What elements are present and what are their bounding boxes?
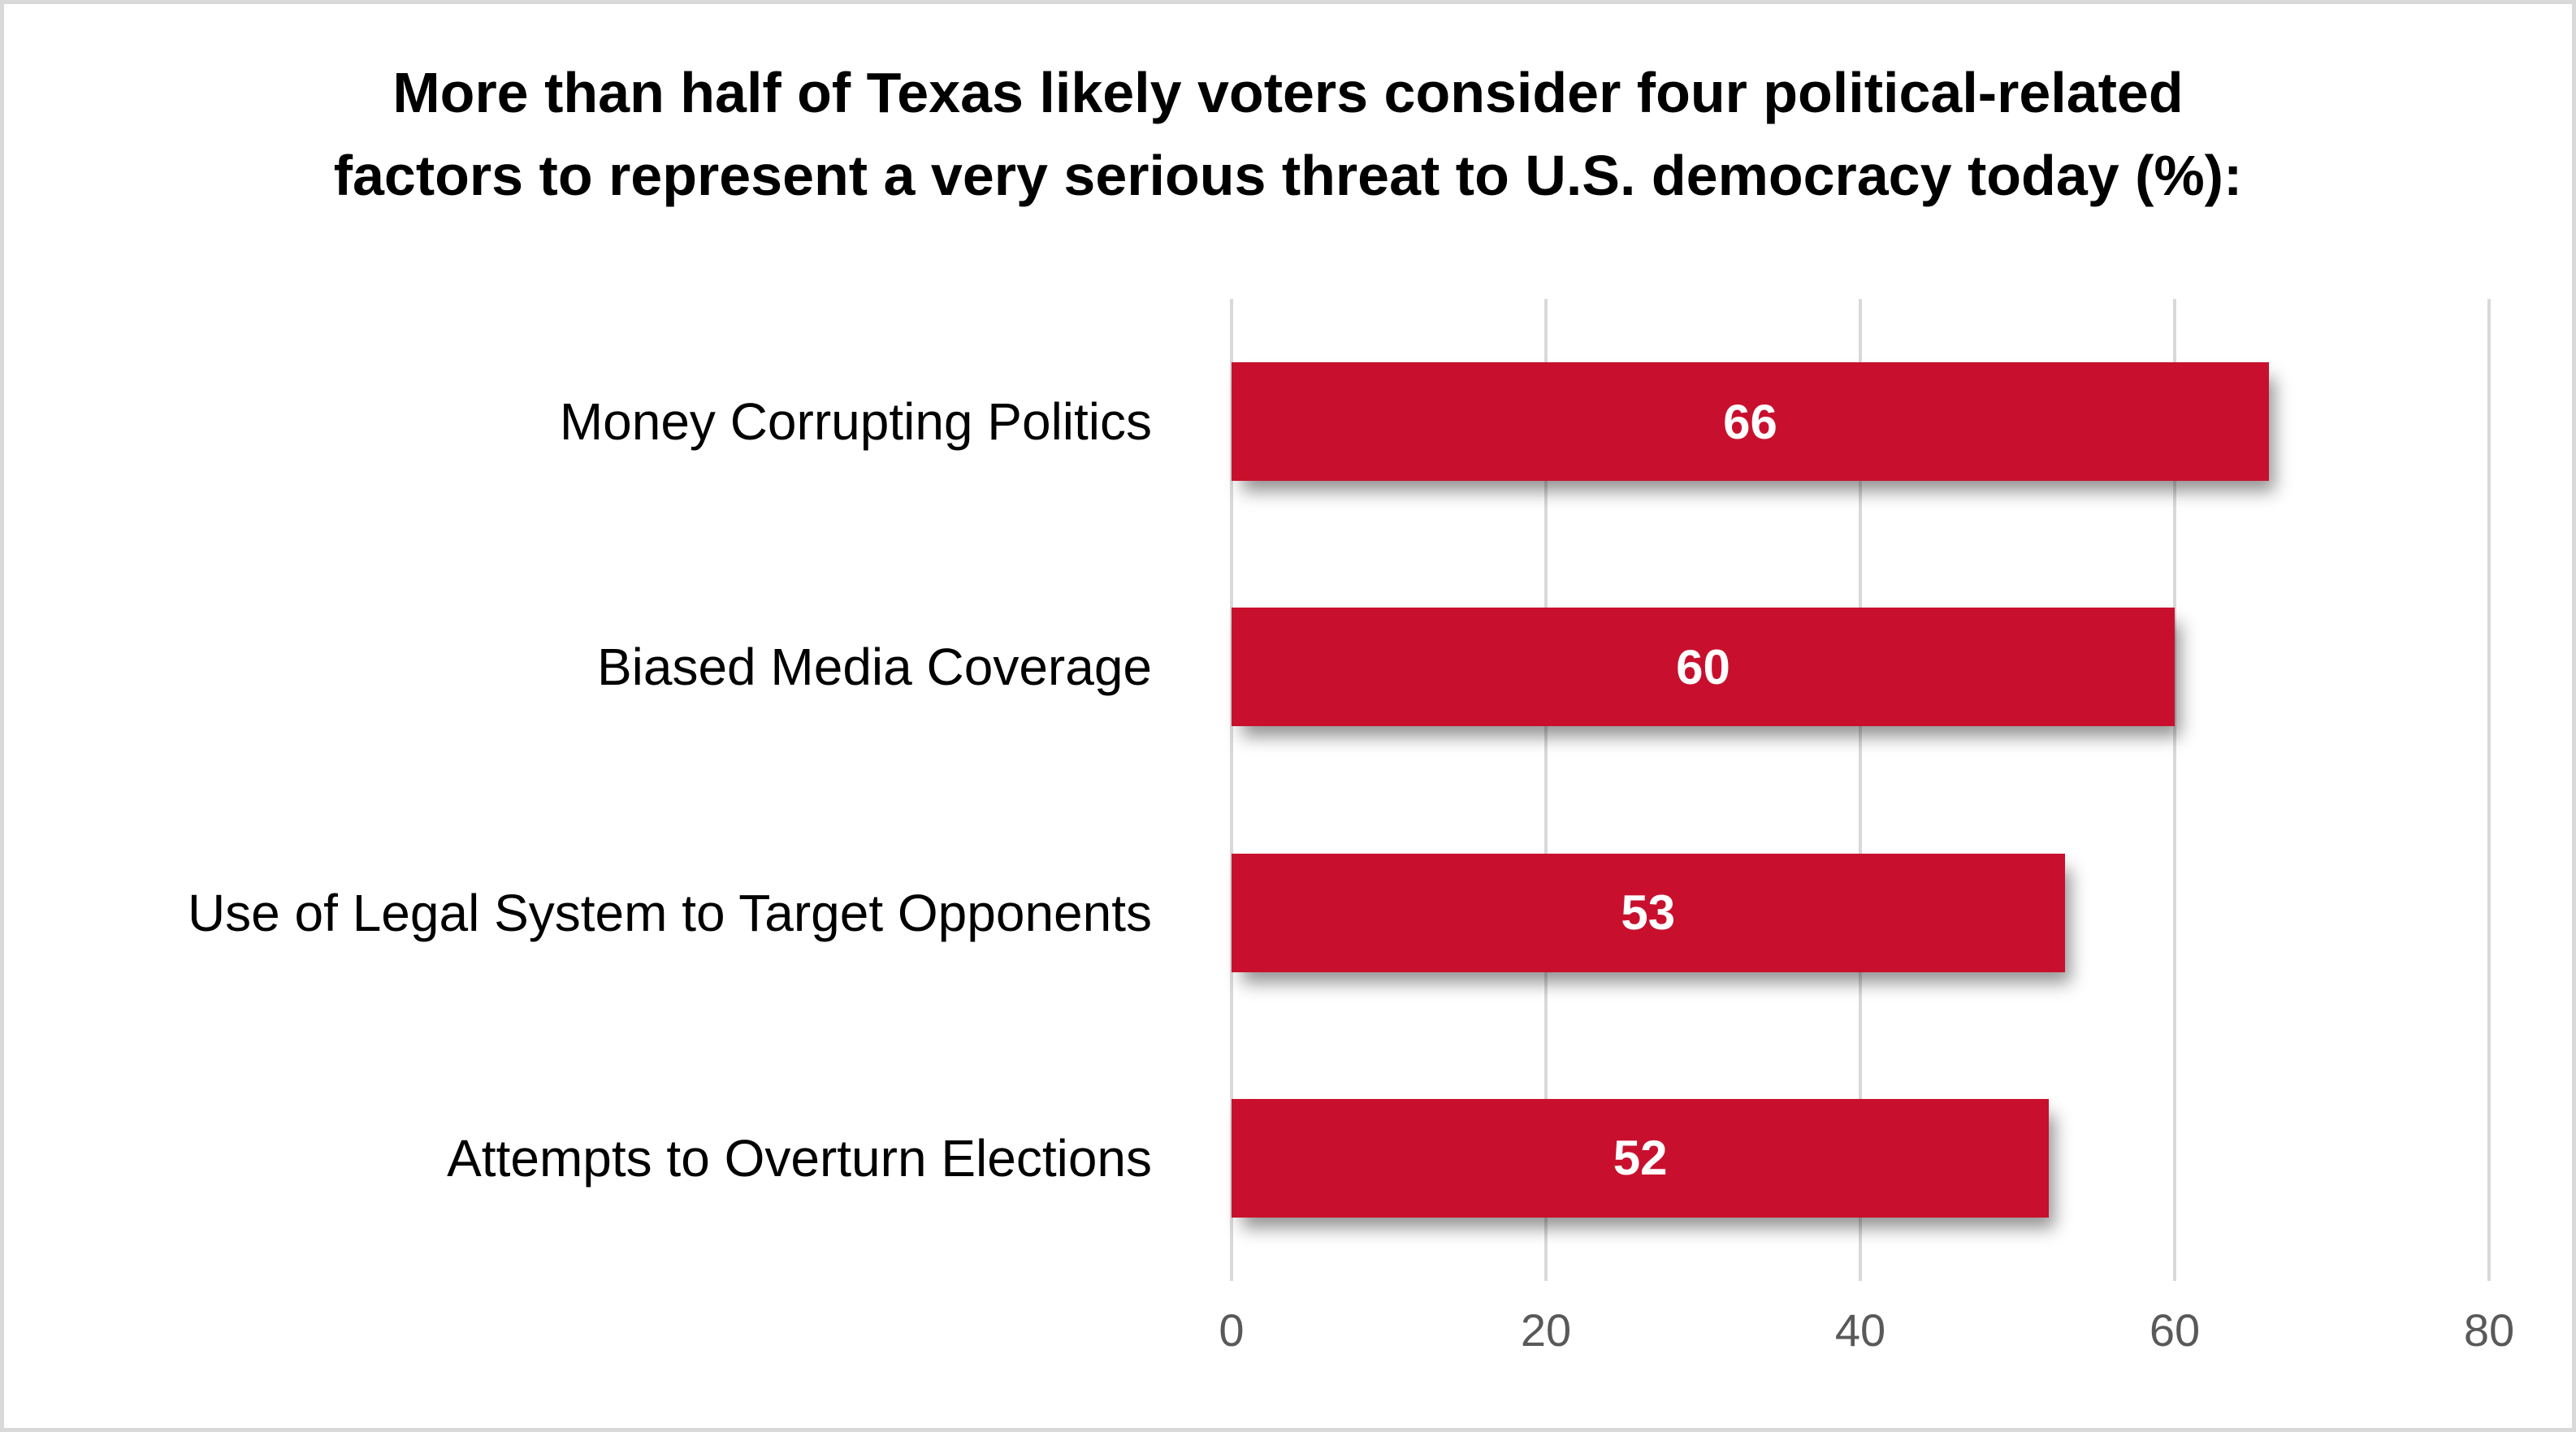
- category-axis: Money Corrupting Politics Biased Media Co…: [8, 299, 1193, 1281]
- chart-title-line1: More than half of Texas likely voters co…: [392, 61, 2184, 124]
- bar-value-label: 66: [1723, 394, 1777, 449]
- gridline-40: [1859, 299, 1862, 1281]
- bar-row: 60: [1232, 544, 2489, 790]
- x-tick-label-60: 60: [2149, 1304, 2201, 1356]
- x-tick-label-40: 40: [1834, 1304, 1886, 1356]
- chart-title: More than half of Texas likely voters co…: [4, 51, 2572, 217]
- x-tick-label-0: 0: [1219, 1304, 1245, 1356]
- plot-area: 66 60 53 52: [1230, 299, 2491, 1281]
- x-axis: 0 20 40 60 80: [1219, 1304, 2514, 1377]
- bar: 66: [1232, 362, 2270, 482]
- gridline-60: [2173, 299, 2176, 1281]
- bar: 53: [1232, 853, 2065, 972]
- category-label: Money Corrupting Politics: [559, 392, 1152, 452]
- bar-row: 53: [1232, 790, 2489, 1036]
- category-label: Biased Media Coverage: [596, 638, 1152, 697]
- bar-series: 66 60 53 52: [1232, 299, 2489, 1281]
- category-label: Use of Legal System to Target Opponents: [187, 883, 1152, 942]
- bar: 52: [1232, 1098, 2050, 1218]
- bar-value-label: 60: [1676, 639, 1730, 694]
- x-tick-label-20: 20: [1520, 1304, 1572, 1356]
- gridline-0: [1230, 299, 1233, 1281]
- gridline-80: [2487, 299, 2491, 1281]
- bar-value-label: 53: [1621, 885, 1676, 941]
- chart-title-line2: factors to represent a very serious thre…: [333, 144, 2243, 207]
- bar-row: 52: [1232, 1036, 2489, 1281]
- category-label: Attempts to Overturn Elections: [447, 1128, 1152, 1188]
- x-tick-label-80: 80: [2463, 1304, 2515, 1356]
- gridline-20: [1544, 299, 1548, 1281]
- bar: 60: [1232, 608, 2175, 727]
- bar-value-label: 52: [1613, 1131, 1668, 1186]
- bar-row: 66: [1232, 299, 2489, 544]
